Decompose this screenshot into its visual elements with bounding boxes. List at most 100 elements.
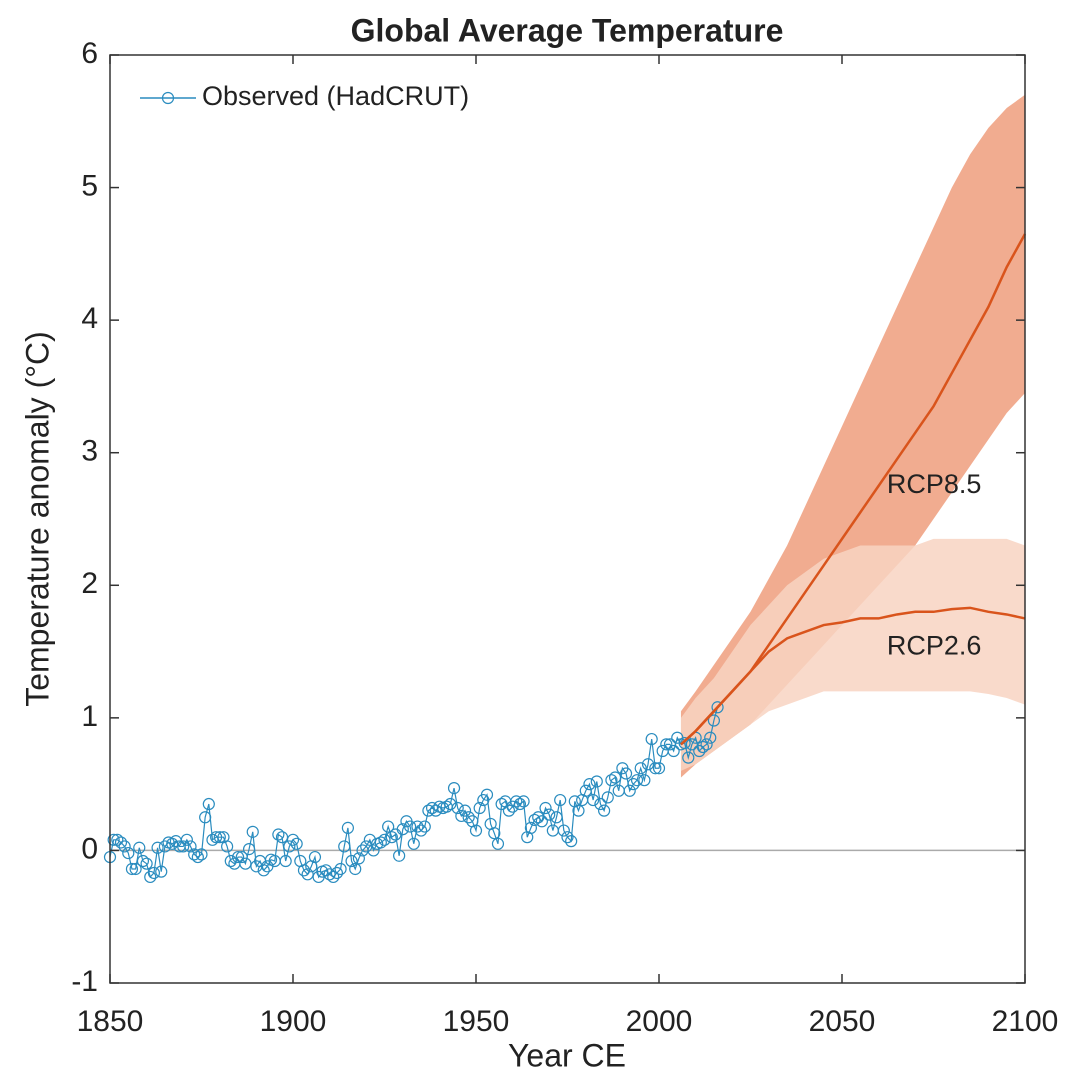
data-point — [246, 825, 259, 838]
legend-marker — [161, 91, 175, 105]
data-point — [480, 788, 494, 801]
data-point — [338, 840, 351, 853]
series-line — [680, 606, 1026, 746]
data-point — [444, 797, 457, 811]
data-point — [155, 865, 168, 878]
data-point — [462, 811, 475, 824]
data-point — [232, 850, 245, 864]
data-point — [630, 774, 644, 787]
data-point — [129, 862, 142, 876]
data-point — [188, 848, 201, 861]
data-point — [451, 801, 464, 815]
data-point — [707, 714, 721, 727]
plot-frame — [109, 54, 1026, 984]
data-point — [374, 836, 387, 849]
data-point — [323, 868, 336, 881]
data-point — [180, 833, 193, 846]
data-point — [513, 797, 527, 811]
data-point — [623, 784, 636, 797]
y-tick-label: 6 — [81, 37, 98, 70]
y-tick-label: 5 — [81, 169, 98, 202]
data-point — [488, 827, 501, 840]
data-point — [177, 840, 190, 853]
data-point — [539, 801, 552, 815]
data-point — [136, 854, 150, 868]
data-point — [704, 731, 717, 744]
data-point — [597, 804, 611, 817]
data-point — [583, 778, 596, 791]
data-point — [700, 738, 713, 751]
data-point — [349, 862, 362, 876]
x-axis-label: Year CE — [508, 1037, 626, 1073]
data-point — [407, 837, 420, 850]
data-point — [473, 801, 486, 815]
data-point — [279, 854, 292, 868]
data-point — [579, 784, 592, 797]
data-point — [151, 841, 164, 854]
data-point — [378, 833, 391, 846]
data-point — [111, 833, 124, 846]
x-tick-label: 1850 — [77, 1005, 144, 1038]
data-point — [693, 744, 706, 758]
data-point — [242, 843, 256, 856]
data-point — [191, 850, 204, 864]
data-point — [678, 736, 691, 750]
data-point — [469, 824, 483, 837]
data-point — [147, 866, 161, 880]
data-point — [257, 864, 270, 877]
x-tick-label: 1900 — [260, 1005, 327, 1038]
data-point — [224, 854, 237, 868]
data-point — [184, 840, 197, 853]
data-point — [297, 864, 311, 877]
data-point — [634, 762, 647, 775]
y-tick-label: -1 — [71, 965, 98, 998]
data-point — [118, 840, 131, 853]
data-point — [283, 840, 296, 853]
data-point — [199, 811, 212, 824]
series-annotation: RCP8.5 — [887, 469, 982, 499]
data-point — [195, 848, 208, 861]
data-point — [122, 846, 135, 860]
data-point — [557, 824, 570, 837]
data-point — [352, 852, 365, 865]
legend-label: Observed (HadCRUT) — [202, 81, 469, 111]
x-tick-label: 2100 — [992, 1005, 1059, 1038]
data-point — [605, 774, 618, 787]
series-annotation: RCP2.6 — [887, 631, 982, 661]
data-point — [202, 797, 215, 811]
y-tick-label: 0 — [81, 832, 98, 865]
data-point — [565, 835, 578, 848]
data-point — [561, 831, 574, 844]
data-point — [572, 804, 585, 817]
data-point — [367, 844, 380, 857]
data-point — [554, 793, 567, 807]
data-point — [619, 767, 633, 780]
series-line — [109, 707, 719, 879]
data-point — [535, 815, 548, 828]
data-point — [601, 791, 614, 804]
data-point — [334, 862, 347, 876]
y-tick-label: 4 — [81, 302, 98, 335]
data-point — [210, 831, 223, 844]
data-point — [422, 804, 435, 817]
data-point — [144, 870, 157, 884]
data-point — [385, 831, 398, 844]
data-point — [327, 870, 340, 884]
chart-title: Global Average Temperature — [351, 12, 784, 48]
data-point — [517, 795, 530, 808]
data-point — [286, 833, 300, 846]
data-point — [502, 804, 516, 817]
data-point — [649, 762, 662, 775]
data-point — [458, 804, 472, 817]
data-point — [125, 862, 139, 876]
data-point — [158, 840, 171, 853]
data-point — [627, 778, 640, 791]
data-point — [510, 795, 523, 808]
data-point — [447, 782, 461, 795]
data-point — [114, 836, 128, 849]
y-tick-label: 2 — [81, 567, 98, 600]
data-point — [667, 744, 680, 758]
data-point — [221, 840, 234, 853]
